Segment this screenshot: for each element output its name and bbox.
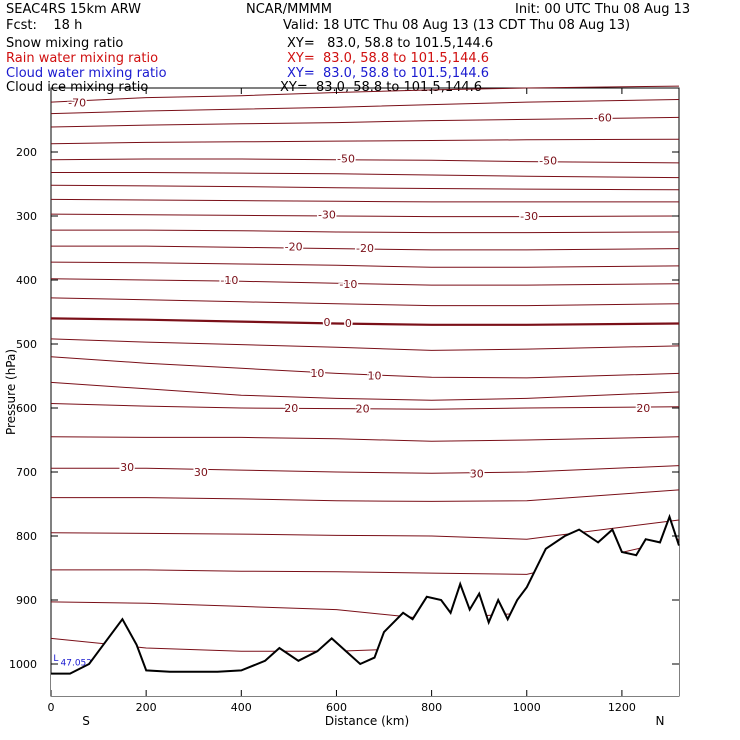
isotherm-20 [50,403,680,410]
minor-label: 47.052 [61,658,93,668]
field-cloudwater-name: Cloud water mixing ratio [6,66,167,81]
isotherm-minus55 [50,138,680,145]
x-tick-label: 200 [136,701,157,714]
x-tick-label: 600 [326,701,347,714]
init-time: Init: 00 UTC Thu 08 Aug 13 [515,2,691,17]
y-tick-label: 600 [16,402,37,415]
contour-label: -10 [339,278,357,291]
y-tick-label: 700 [16,466,37,479]
isotherm-25 [50,436,680,442]
terrain-layer [51,513,680,696]
y-tick-label: 1000 [9,658,37,671]
isotherm-0 [50,317,680,326]
isotherm-minus20 [51,245,680,251]
y-tick-label: 500 [16,338,37,351]
field-cloudwater-xy: XY= 83.0, 58.8 to 101.5,144.6 [287,66,490,81]
field-rain-name: Rain water mixing ratio [6,51,159,66]
field-snow-xy: XY= 83.0, 58.8 to 101.5,144.6 [287,36,494,51]
contour-label: 30 [470,467,484,480]
x-tick-label: 1200 [608,701,636,714]
x-tick-label: 400 [231,701,252,714]
minor-label: L [53,654,58,664]
isotherm-minus10 [50,278,680,286]
isotherm-minus45 [51,172,680,179]
isotherm-minus5 [50,297,680,307]
contour-label: -70 [68,97,86,110]
x-axis-title: Distance (km) [325,714,409,728]
forecast-hour: Fcst: 18 h [6,18,83,33]
isotherm-minus50 [50,158,680,164]
contour-label: 30 [194,466,208,479]
contour-label: 10 [310,367,324,380]
isotherm-15 [50,381,680,401]
x-tick-label: 0 [48,701,55,714]
contour-label: -50 [539,154,557,167]
field-snow-name: Snow mixing ratio [6,36,124,51]
terrain-line [51,513,680,675]
y-tick-label: 900 [16,594,37,607]
x-end-label-south: S [82,714,90,728]
contour-label: -20 [356,242,374,255]
contour-label: -60 [594,111,612,124]
contour-label: 30 [120,461,134,474]
isotherm-40 [50,519,680,540]
valid-time: Valid: 18 UTC Thu 08 Aug 13 (13 CDT Thu … [283,18,631,33]
contour-label: -30 [520,210,538,223]
contour-label-layer: -70 -60 -50 -50 -30 -30 -20 -20 -10 -10 0 0 10 10 20 20… [53,95,651,668]
isotherm-45 [51,538,680,575]
isotherm-minus40 [50,184,680,191]
contour-label: -50 [337,152,355,165]
x-tick-label: 800 [421,701,442,714]
isotherm-minus15 [50,261,680,268]
field-rain-xy: XY= 83.0, 58.8 to 101.5,144.6 [287,51,490,66]
center-label: NCAR/MMMM [246,2,332,17]
y-tick-label: 400 [16,274,37,287]
x-tick-label: 1000 [513,701,541,714]
contour-label: 10 [368,369,382,382]
isotherm-35 [51,489,680,502]
contour-label: 20 [356,403,370,416]
y-tick-label: 300 [16,210,37,223]
contour-label: -10 [220,274,238,287]
contour-label: -20 [285,241,303,254]
contour-label: 20 [636,402,650,415]
isotherm-10 [50,356,680,379]
contour-label: -30 [318,209,336,222]
isotherm-5 [50,338,680,351]
isotherm-minus25 [51,229,680,234]
isotherm-minus35 [50,198,679,203]
y-tick-label: 800 [16,530,37,543]
isotherm-minus60 [50,116,680,128]
model-title: SEAC4RS 15km ARW [6,2,142,17]
x-end-label-north: N [656,714,665,728]
contour-label: 20 [284,402,298,415]
axis-layer: 0 200 400 600 800 1000 12002003004005006007008… [9,88,679,714]
contour-label: 0 [345,317,352,330]
isotherm-minus30 [50,213,680,218]
isotherm-30 [51,465,680,474]
y-axis-title: Pressure (hPa) [4,349,18,435]
contour-label: 0 [323,316,330,329]
y-tick-label: 200 [16,146,37,159]
terrain-fill [51,516,679,696]
isotherm-minus65 [50,99,680,115]
